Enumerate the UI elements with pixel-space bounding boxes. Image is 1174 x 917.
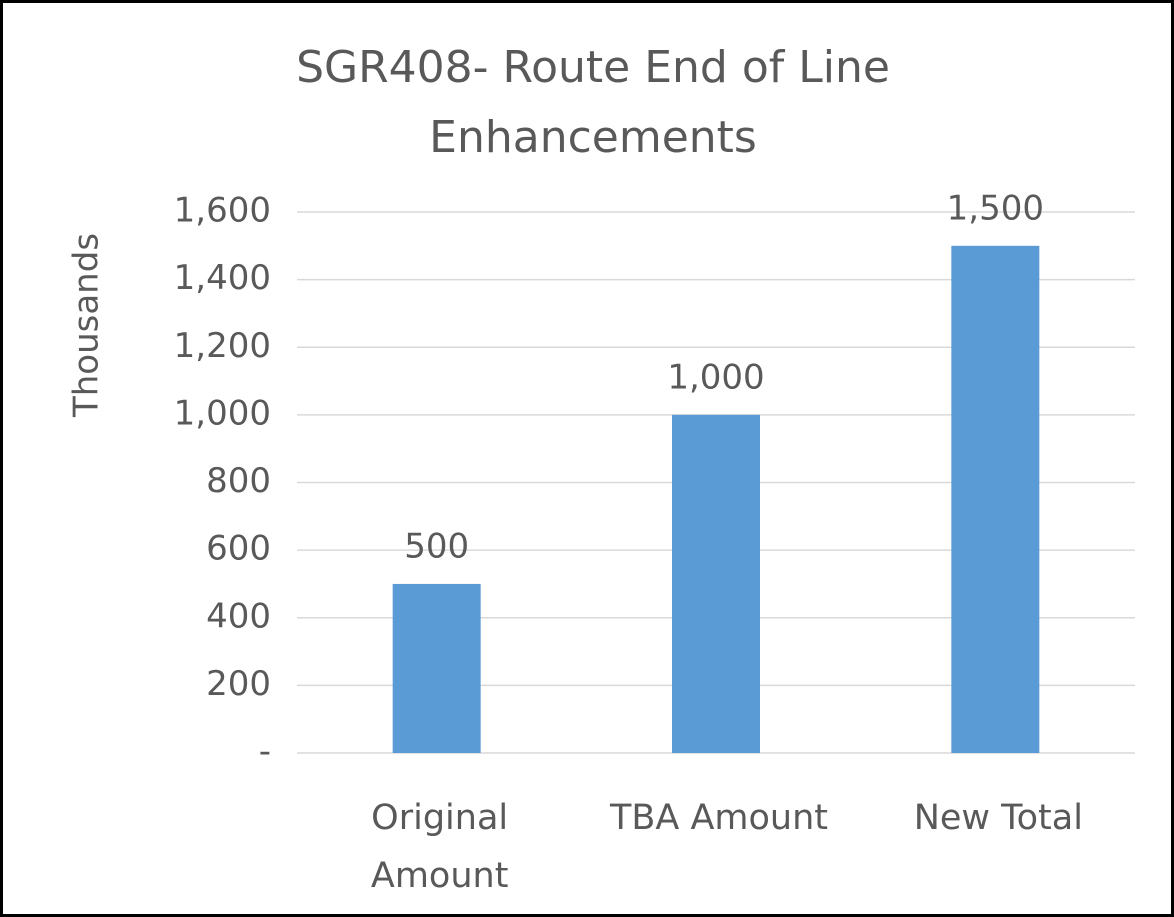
data-label: 1,000 (667, 357, 764, 397)
y-tick-label: 200 (206, 664, 271, 704)
bar (951, 245, 1040, 753)
y-tick-label: 600 (206, 529, 271, 569)
data-label: 1,500 (947, 188, 1044, 228)
y-tick-label: 1,200 (174, 326, 271, 366)
x-tick-label: TBA Amount (610, 798, 828, 838)
y-tick-label: 1,400 (174, 258, 271, 298)
chart-title: SGR408- Route End of Line Enhancements (296, 42, 890, 163)
y-tick-label: 1,600 (174, 191, 271, 231)
bar (392, 583, 481, 753)
y-tick-label: - (259, 732, 271, 772)
chart: - 200 400 600 800 1,000 1,200 1,400 1,600 Thousan… (67, 188, 1135, 772)
x-tick-label: Original Amount (370, 798, 509, 896)
y-tick-label: 400 (206, 596, 271, 636)
y-tick-label: 1,000 (174, 393, 271, 433)
y-axis-label: Thousands (67, 233, 107, 418)
data-label: 500 (404, 526, 469, 566)
bar (672, 414, 760, 753)
x-tick-label: New Total (913, 798, 1083, 838)
y-tick-label: 800 (206, 461, 271, 501)
